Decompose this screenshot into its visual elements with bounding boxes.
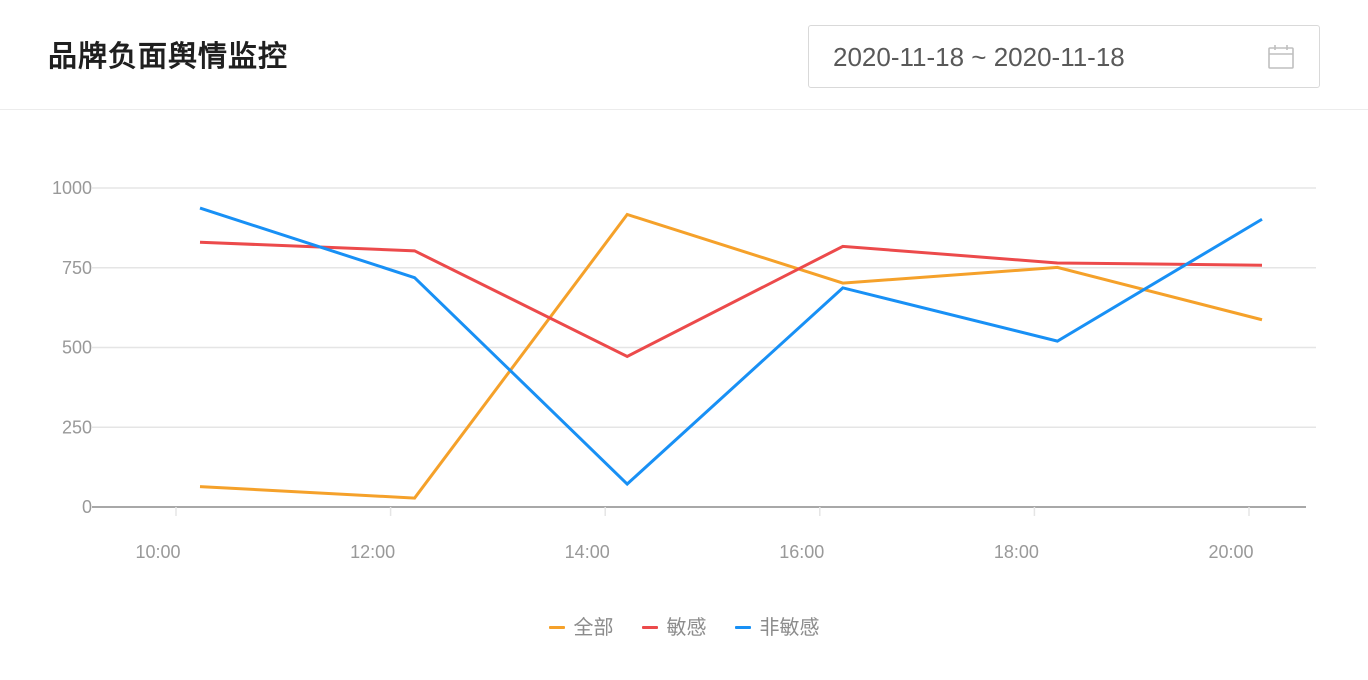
- page-title: 品牌负面舆情监控: [48, 39, 289, 73]
- calendar-icon[interactable]: [1267, 43, 1295, 71]
- x-tick-label: 18:00: [994, 542, 1039, 562]
- line-chart: 0 250 500 750 1000 10:00 12:00 14:00 16:00 18:00…: [52, 178, 1316, 562]
- legend-item-2[interactable]: 非敏感: [734, 613, 820, 641]
- x-tick-label: 20:00: [1208, 542, 1253, 562]
- date-range-picker[interactable]: 2020-11-18 ~ 2020-11-18: [808, 25, 1320, 88]
- series-line-0: [199, 212, 1263, 500]
- legend-swatch: [734, 625, 751, 629]
- chart-area: 0 250 500 750 1000 10:00 12:00 14:00 16:00 18:00…: [0, 111, 1368, 680]
- legend-label: 非敏感: [759, 615, 820, 639]
- legend-item-1[interactable]: 敏感: [641, 613, 707, 641]
- y-tick-label: 750: [62, 258, 92, 278]
- x-tick-label: 12:00: [350, 542, 395, 562]
- grid-lines: [92, 187, 1316, 428]
- y-tick-label: 1000: [52, 178, 92, 198]
- legend-swatch: [548, 625, 565, 629]
- y-axis-ticks: 0 250 500 750 1000: [52, 178, 92, 517]
- x-tick-label: 14:00: [565, 542, 610, 562]
- legend-label: 敏感: [666, 615, 707, 639]
- series-lines: [199, 206, 1263, 500]
- legend-swatch: [641, 625, 658, 629]
- card-header: 品牌负面舆情监控 2020-11-18 ~ 2020-11-18: [0, 0, 1368, 110]
- series-line-2: [199, 206, 1263, 487]
- x-tick-label: 10:00: [135, 542, 180, 562]
- date-range-value[interactable]: 2020-11-18 ~ 2020-11-18: [833, 42, 1125, 72]
- x-tick-label: 16:00: [779, 542, 824, 562]
- legend-item-0[interactable]: 全部: [548, 613, 614, 641]
- series-line-1: [199, 240, 1263, 359]
- y-tick-label: 500: [62, 338, 92, 358]
- legend: 全部 敏感 非敏感: [0, 613, 1368, 641]
- x-axis: 10:00 12:00 14:00 16:00 18:00 20:00: [92, 506, 1306, 562]
- y-tick-label: 250: [62, 417, 92, 437]
- legend-label: 全部: [573, 615, 614, 639]
- y-tick-label: 0: [82, 497, 92, 517]
